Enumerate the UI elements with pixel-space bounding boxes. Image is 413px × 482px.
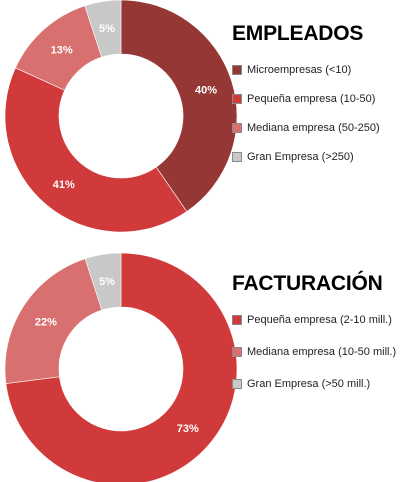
legend-swatch [232, 315, 242, 325]
donut-chart-empleados: 40% 41% 13% 5% [4, 0, 238, 233]
legend-label: Microempresas (<10) [247, 63, 352, 76]
legend-facturacion: Pequeña empresa (2-10 mill.) Mediana empr… [232, 304, 396, 400]
legend-label: Pequeña empresa (10-50) [247, 92, 376, 105]
legend-swatch [232, 122, 242, 133]
data-label-microempresas-10: 40% [195, 85, 217, 97]
legend-label: Mediana empresa (50-250) [247, 121, 380, 134]
legend-item-microempresas-10: Microempresas (<10) [232, 55, 380, 84]
legend-label: Pequeña empresa (2-10 mill.) [247, 314, 392, 326]
legend-item-pequena-empresa-10-50: Pequeña empresa (10-50) [232, 84, 380, 113]
slice-gran-empresa-250 [84, 0, 122, 58]
data-label-gran-empresa-250: 5% [99, 23, 115, 35]
legend-swatch [232, 93, 242, 104]
legend-item-gran-empresa-250: Gran Empresa (>250) [232, 142, 380, 171]
legend-item-mediana-empresa-10-50-mill: Mediana empresa (10-50 mill.) [232, 336, 396, 368]
data-label-mediana-empresa-10-50-mill: 22% [35, 316, 57, 328]
slice-microempresas-10 [120, 0, 238, 212]
legend-item-mediana-empresa-50-250: Mediana empresa (50-250) [232, 113, 380, 142]
chart-title-facturacion: FACTURACIÓN [232, 272, 383, 295]
legend-swatch [232, 64, 242, 75]
donut-chart-facturacion: 73% 22% 5% [4, 252, 238, 482]
slice-gran-empresa-50-mill [84, 252, 122, 311]
legend-item-gran-empresa-50-mill: Gran Empresa (>50 mill.) [232, 368, 396, 400]
slice-pequena-empresa-2-10-mill [5, 252, 238, 482]
legend-empleados: Microempresas (<10) Pequeña empresa (10-5… [232, 55, 380, 171]
slice-pequena-empresa-10-50 [4, 67, 188, 233]
legend-swatch [232, 379, 242, 389]
data-label-pequena-empresa-10-50: 41% [53, 179, 75, 191]
legend-label: Mediana empresa (10-50 mill.) [247, 346, 397, 358]
data-label-pequena-empresa-2-10-mill: 73% [177, 423, 199, 435]
legend-swatch [232, 151, 242, 162]
legend-label: Gran Empresa (>50 mill.) [247, 378, 371, 390]
legend-item-pequena-empresa-2-10-mill: Pequeña empresa (2-10 mill.) [232, 304, 396, 336]
data-label-gran-empresa-50-mill: 5% [99, 276, 115, 288]
data-label-mediana-empresa-50-250: 13% [51, 45, 73, 57]
chart-title-empleados: EMPLEADOS [232, 22, 364, 45]
legend-swatch [232, 347, 242, 357]
legend-label: Gran Empresa (>250) [247, 150, 354, 163]
